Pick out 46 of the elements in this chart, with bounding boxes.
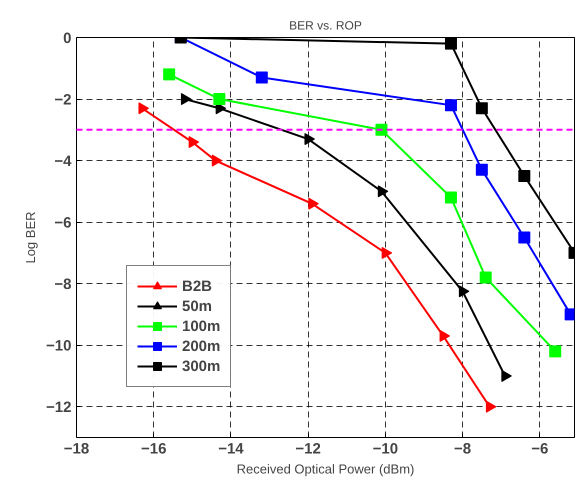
y-tick-label: −2 (54, 92, 72, 109)
point (501, 370, 512, 382)
y-axis-title: Log BER (23, 211, 38, 264)
point (180, 93, 192, 106)
y-tick-label: −4 (54, 153, 72, 170)
y-tick-label: −12 (46, 399, 72, 416)
point (304, 133, 315, 146)
point (476, 102, 488, 114)
legend-label: B2B (182, 278, 212, 294)
x-tick-label: −16 (140, 440, 166, 458)
point (308, 198, 319, 210)
point (256, 72, 268, 84)
point (163, 68, 176, 80)
y-tick-label: −10 (46, 338, 72, 355)
legend-label: 200m (182, 338, 220, 354)
point (444, 192, 457, 204)
legend-label: 300m (182, 358, 220, 374)
x-tick-label: −10 (372, 440, 398, 458)
point (213, 93, 226, 106)
x-tick-label: −14 (218, 440, 244, 458)
point (458, 285, 470, 298)
point (549, 345, 562, 358)
x-tick-label: −6 (531, 440, 548, 458)
point (476, 164, 488, 176)
x-tick-label: −18 (64, 440, 90, 458)
legend-label: 50m (182, 298, 212, 314)
point (518, 232, 530, 244)
point (188, 136, 200, 148)
point (212, 154, 222, 167)
point (440, 330, 450, 342)
point (518, 170, 530, 182)
point (138, 102, 149, 114)
point (378, 185, 388, 198)
y-tick-label: 0 (63, 30, 72, 47)
y-tick-label: −6 (54, 214, 72, 232)
legend-label: 100m (182, 318, 220, 334)
x-tick-label: −12 (295, 440, 321, 458)
point (444, 99, 457, 112)
point (486, 400, 496, 413)
chart-title: BER vs. ROP (289, 18, 362, 32)
point (480, 272, 492, 284)
x-tick-label: −8 (454, 440, 472, 458)
y-tick-label: −8 (54, 276, 72, 294)
point (382, 246, 392, 259)
x-axis-title: Received Optical Power (dBm) (236, 462, 414, 476)
point (444, 38, 457, 50)
